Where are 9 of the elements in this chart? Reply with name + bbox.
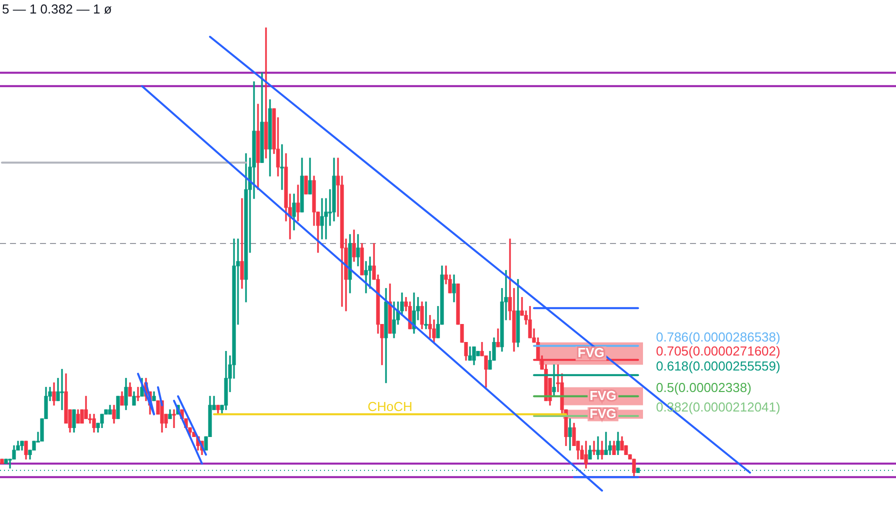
series-label: 0.786(0.0000286538) — [656, 329, 780, 344]
band-label: FVG — [590, 406, 616, 421]
band-label: FVG — [578, 345, 604, 360]
series-label: 0.705(0.0000271602) — [656, 343, 780, 358]
text: 5 — 1 0.382 — 1 ø — [2, 2, 112, 17]
series-label: 0.618(0.0000255559) — [656, 358, 780, 374]
series-label: CHoCH — [368, 398, 412, 414]
band-label: FVG — [590, 388, 616, 403]
series-label: 0.5(0.00002338) — [656, 380, 752, 395]
